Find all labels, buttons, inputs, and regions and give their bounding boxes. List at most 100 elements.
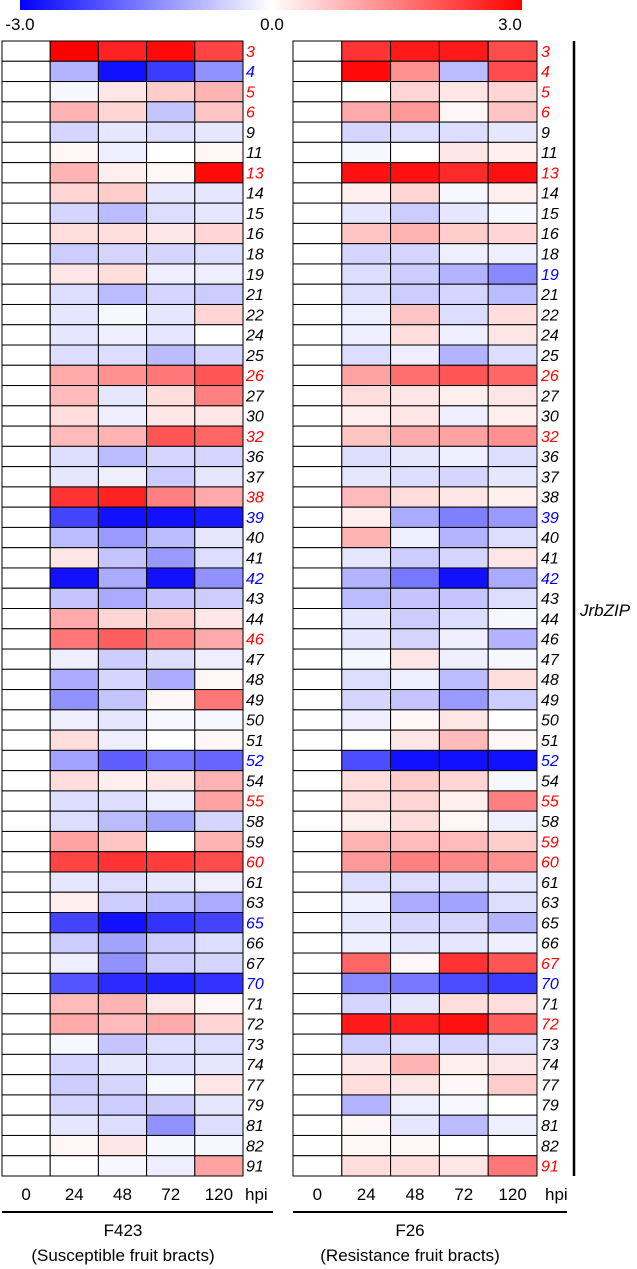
heatmap-cell [1, 810, 51, 832]
heatmap-cell [146, 162, 196, 184]
heatmap-cell [438, 121, 489, 143]
heatmap-cell [487, 547, 538, 569]
gene-row-label: 3 [541, 44, 550, 61]
heatmap-cell [146, 993, 196, 1015]
heatmap-cell [341, 263, 392, 285]
heatmap-cell [341, 486, 392, 508]
heatmap-cell [341, 40, 392, 62]
gene-row-label: 32 [541, 429, 559, 446]
heatmap-cell [49, 1134, 99, 1157]
heatmap-cell [341, 1013, 392, 1035]
heatmap-cell [390, 1114, 440, 1136]
heatmap-cell [194, 101, 244, 123]
heatmap-cell [487, 506, 538, 528]
heatmap-cell [97, 952, 148, 974]
heatmap-cell [341, 810, 392, 832]
heatmap-cell [487, 121, 538, 143]
heatmap-cell [97, 162, 148, 184]
gene-row-label: 48 [541, 672, 559, 689]
heatmap-cell [341, 628, 392, 650]
heatmap-cell [194, 628, 244, 650]
heatmap-cell [341, 689, 392, 711]
heatmap-cell [487, 1033, 538, 1055]
heatmap-cell [146, 689, 196, 711]
heatmap-cell [1, 364, 51, 387]
heatmap-cell [97, 303, 148, 326]
heatmap-cell [487, 1094, 538, 1116]
heatmap-cell [49, 810, 99, 832]
heatmap-cell [292, 40, 343, 62]
colorbar-min-label: -3.0 [5, 15, 34, 34]
heatmap-cell [292, 952, 343, 974]
gene-row-label: 60 [246, 855, 264, 872]
heatmap-cell [97, 1074, 148, 1096]
heatmap-cell [487, 972, 538, 995]
gene-row-label: 74 [246, 1057, 264, 1074]
heatmap-cell [341, 1074, 392, 1096]
heatmap-cell [146, 1134, 196, 1157]
column-tick-label: 0 [21, 1185, 30, 1204]
heatmap-cell [194, 81, 244, 103]
heatmap-cell [97, 628, 148, 650]
heatmap-cell [487, 932, 538, 954]
gene-row-label: 40 [541, 530, 559, 547]
heatmap-cell [146, 385, 196, 407]
heatmap-cell [487, 243, 538, 265]
heatmap-cell [194, 1074, 244, 1096]
heatmap-cell [292, 810, 343, 832]
heatmap-cell [438, 1114, 489, 1136]
heatmap-cell [390, 993, 440, 1015]
heatmap-cell [97, 243, 148, 265]
heatmap-cell [1, 871, 51, 893]
heatmap-cell [97, 445, 148, 468]
gene-row-label: 4 [246, 64, 255, 81]
heatmap-cell [49, 547, 99, 569]
heatmap-cell [390, 425, 440, 447]
heatmap-cell [1, 932, 51, 954]
heatmap-cell [390, 486, 440, 508]
gene-row-label: 48 [246, 672, 264, 689]
heatmap-cell [487, 303, 538, 326]
heatmap-cell [390, 303, 440, 326]
heatmap-cell [292, 202, 343, 224]
heatmap-cell [438, 851, 489, 873]
heatmap-cell [1, 1114, 51, 1136]
heatmap-cell [146, 1013, 196, 1035]
heatmap-cell [390, 283, 440, 305]
heatmap-cell [97, 81, 148, 103]
heatmap-cell [49, 729, 99, 751]
heatmap-cell [487, 1074, 538, 1096]
heatmap-cell [97, 526, 148, 549]
heatmap-cell [390, 141, 440, 164]
heatmap-cell [438, 364, 489, 387]
heatmap-cell [390, 851, 440, 873]
heatmap-cell [49, 668, 99, 691]
heatmap-cell [97, 729, 148, 751]
heatmap-cell [487, 222, 538, 245]
heatmap-cell [390, 1134, 440, 1157]
heatmap-cell [49, 405, 99, 427]
heatmap-cell [438, 891, 489, 914]
heatmap-cell [438, 202, 489, 224]
heatmap-cell [146, 709, 196, 731]
heatmap-cell [438, 101, 489, 123]
heatmap-cell [292, 912, 343, 934]
heatmap-cell [1, 1134, 51, 1157]
gene-row-label: 44 [541, 611, 559, 628]
heatmap-cell [292, 993, 343, 1015]
gene-row-label: 49 [541, 692, 559, 709]
gene-row-label: 4 [541, 64, 550, 81]
heatmap-cell [1, 101, 51, 123]
heatmap-cell [292, 243, 343, 265]
heatmap-cell [487, 689, 538, 711]
heatmap-cell [390, 385, 440, 407]
group-description: (Resistance fruit bracts) [320, 1246, 500, 1265]
heatmap-cell [438, 749, 489, 772]
gene-row-label: 70 [246, 976, 264, 993]
heatmap-cell [341, 749, 392, 772]
heatmap-cell [292, 1013, 343, 1035]
group-label: F423 [104, 1221, 143, 1240]
heatmap-cell [1, 222, 51, 245]
gene-row-label: 24 [540, 328, 559, 345]
